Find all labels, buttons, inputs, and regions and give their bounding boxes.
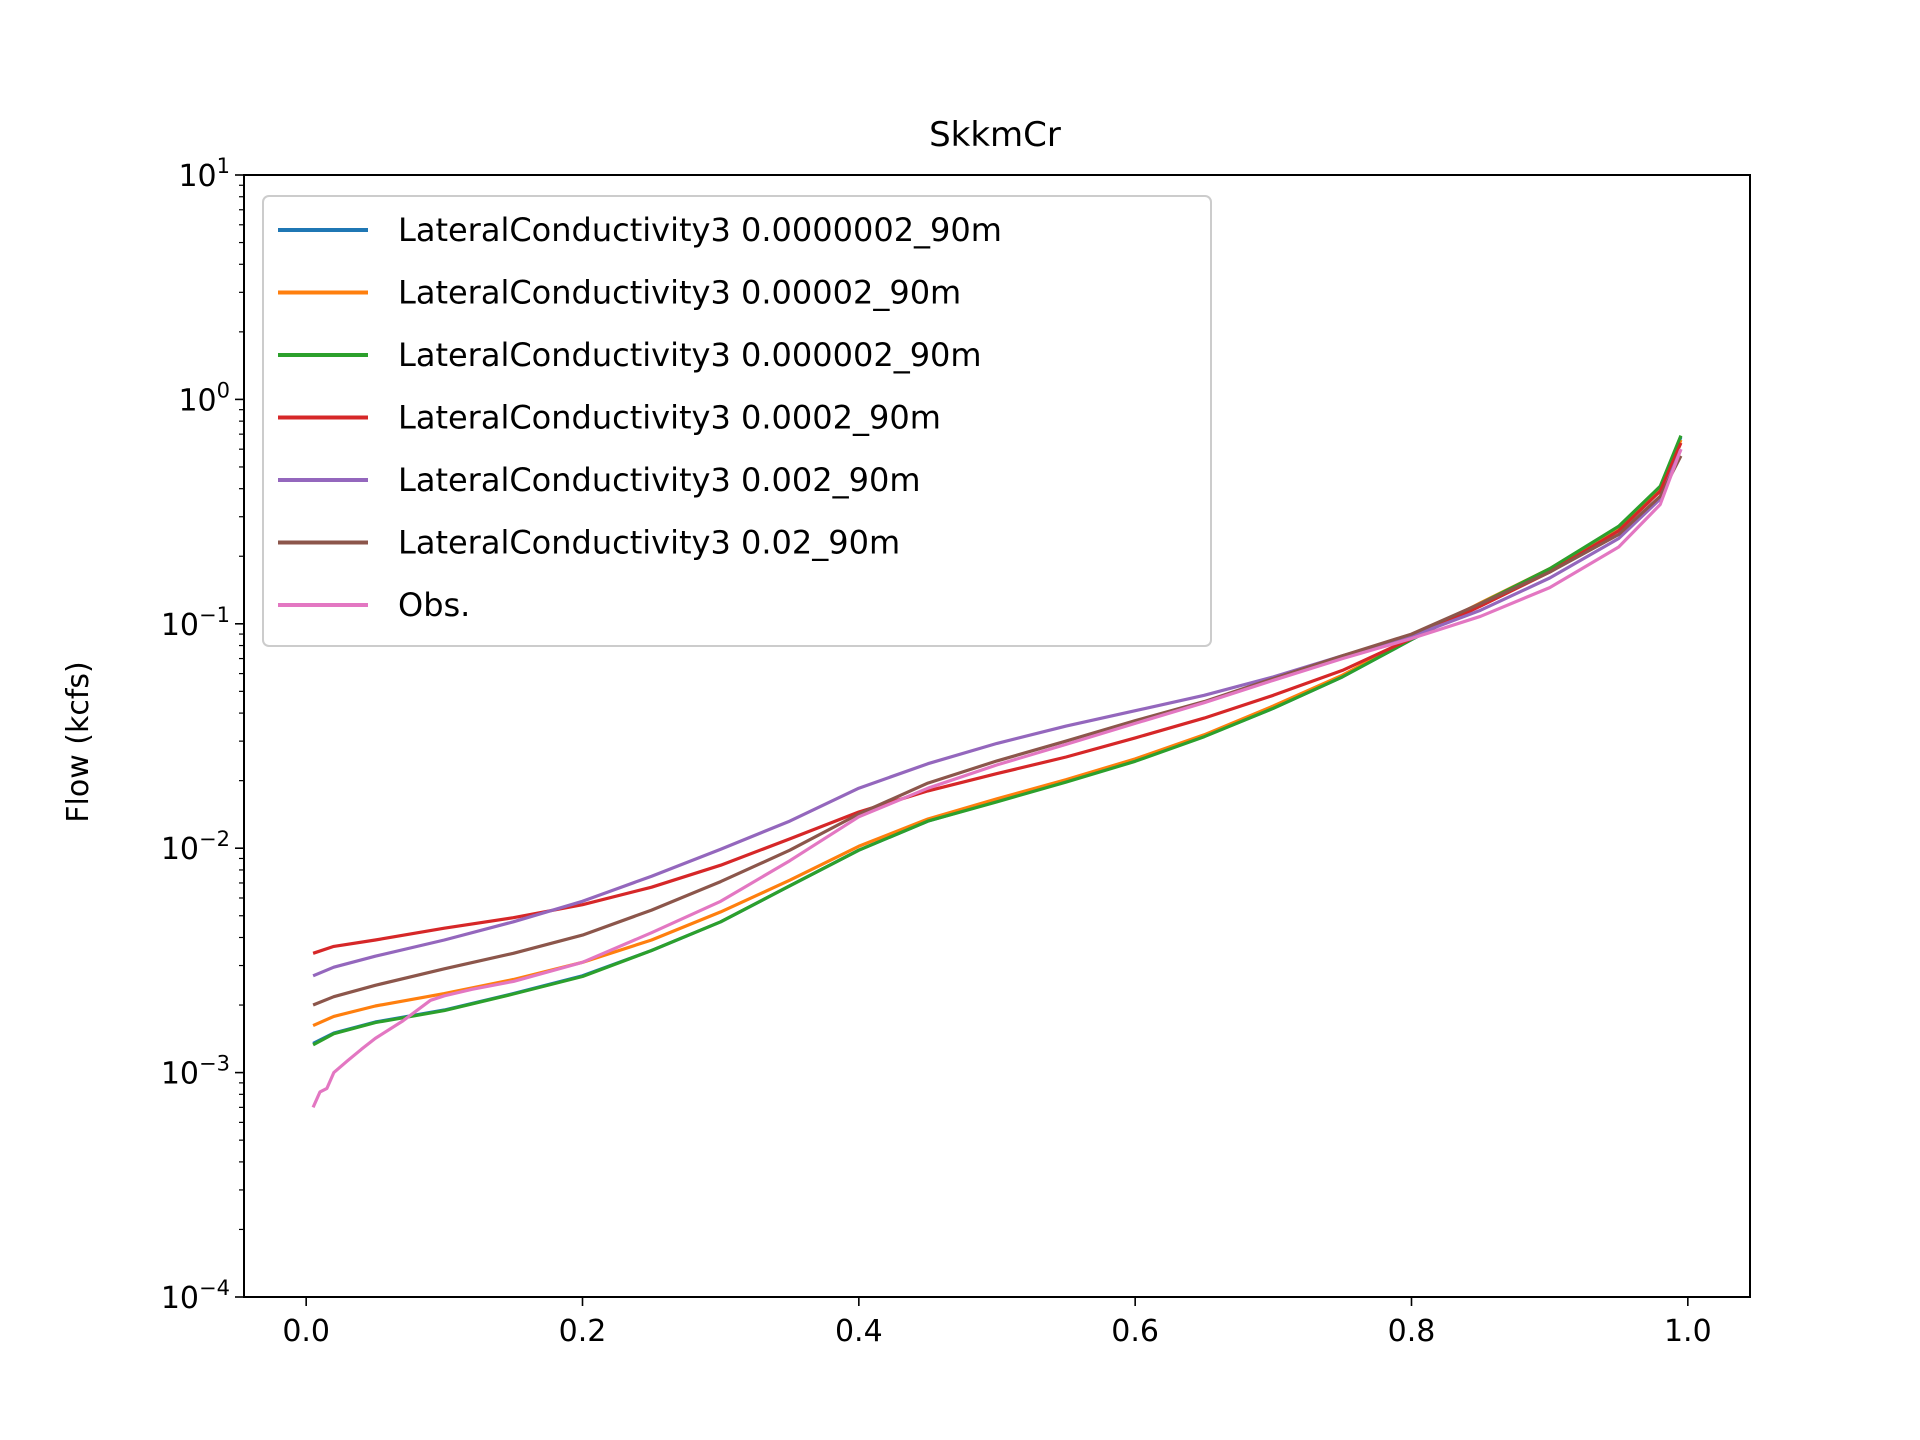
legend-frame: [262, 195, 1212, 647]
chart-title: SkkmCr: [929, 115, 1061, 155]
y-axis: 101 100 10−1 10−2 10−3 10−4: [161, 154, 244, 1316]
legend-label: LateralConductivity3 0.002_90m: [398, 461, 921, 499]
y-tick-label: 101: [178, 154, 230, 194]
x-tick-label: 0.8: [1388, 1314, 1436, 1349]
y-tick-label: 10−1: [161, 603, 230, 643]
legend-label: LateralConductivity3 0.0000002_90m: [398, 211, 1002, 249]
x-tick-label: 0.2: [559, 1314, 607, 1349]
legend-label: LateralConductivity3 0.000002_90m: [398, 336, 982, 374]
y-tick-label: 10−2: [161, 827, 230, 867]
x-tick-label: 0.4: [835, 1314, 883, 1349]
x-tick-label: 0.6: [1111, 1314, 1159, 1349]
plot-frame: [243, 174, 1751, 1298]
legend-label: LateralConductivity3 0.02_90m: [398, 524, 900, 562]
legend: LateralConductivity3 0.0000002_90m Latera…: [262, 195, 1212, 647]
legend-label: Obs.: [398, 586, 470, 624]
plot-lines: [311, 434, 1683, 1109]
x-tick-label: 1.0: [1664, 1314, 1712, 1349]
x-tick-label: 0.0: [282, 1314, 330, 1349]
legend-label: LateralConductivity3 0.00002_90m: [398, 274, 961, 312]
y-tick-label: 100: [178, 378, 230, 418]
series-line-7: [311, 448, 1683, 1109]
y-tick-label: 10−3: [161, 1052, 230, 1092]
x-axis: 0.0 0.2 0.4 0.6 0.8 1.0: [282, 1297, 1712, 1349]
y-axis-label: Flow (kcfs): [61, 661, 96, 822]
legend-label: LateralConductivity3 0.0002_90m: [398, 399, 941, 437]
y-tick-label: 10−4: [161, 1276, 230, 1316]
series-line-6: [312, 455, 1683, 1007]
series-line-5: [312, 448, 1683, 978]
